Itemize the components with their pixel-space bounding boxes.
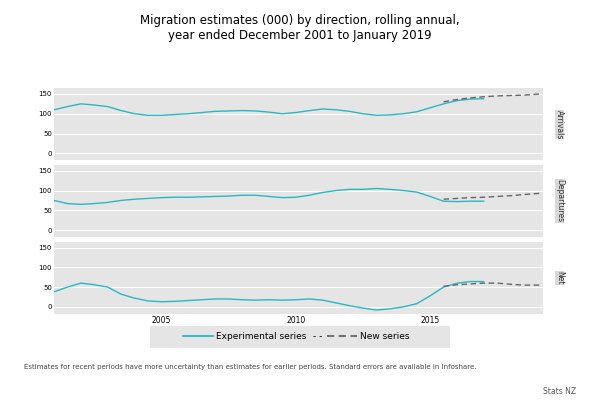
Text: Migration estimates (000) by direction, rolling annual,
year ended December 2001: Migration estimates (000) by direction, … <box>140 14 460 42</box>
Text: Experimental series: Experimental series <box>216 332 307 341</box>
Text: New series: New series <box>360 332 409 341</box>
Text: Stats NZ: Stats NZ <box>543 387 576 396</box>
Text: Estimates for recent periods have more uncertainty than estimates for earlier pe: Estimates for recent periods have more u… <box>24 364 476 370</box>
Text: Net: Net <box>555 271 564 284</box>
Text: - -: - - <box>313 332 322 341</box>
Text: Departures: Departures <box>555 180 564 222</box>
Text: Arrivals: Arrivals <box>555 110 564 139</box>
